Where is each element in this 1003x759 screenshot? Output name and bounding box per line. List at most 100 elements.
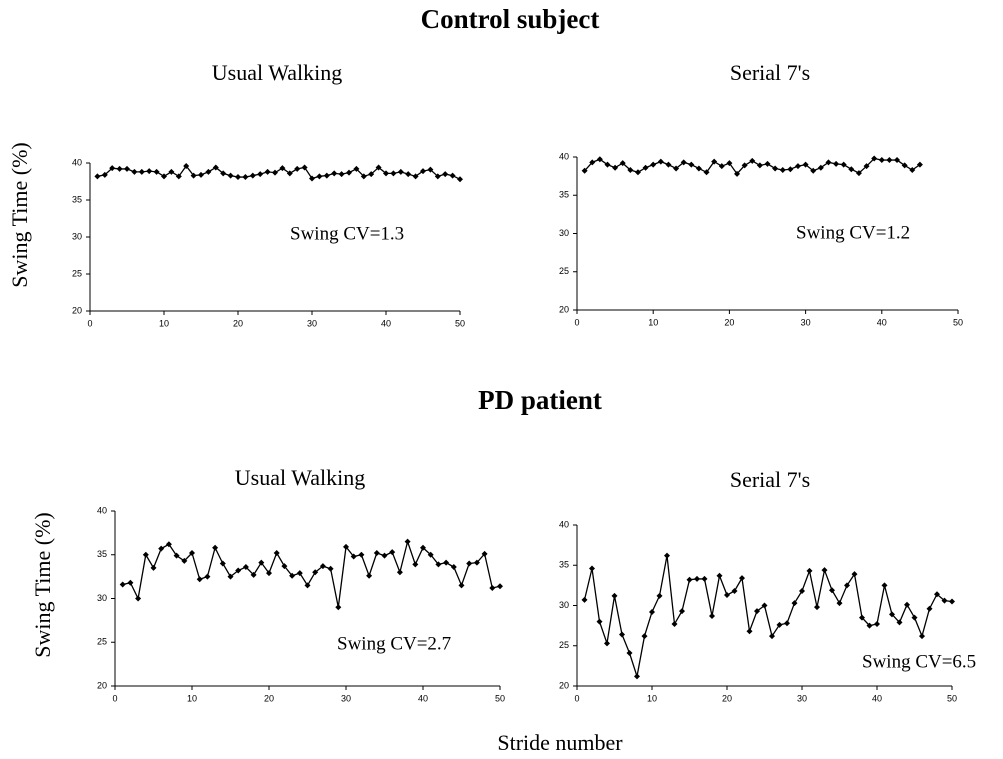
- data-point: [150, 564, 157, 571]
- data-point: [718, 163, 725, 170]
- data-point: [656, 592, 663, 599]
- x-tick-label: 50: [953, 317, 963, 327]
- data-point: [802, 161, 809, 168]
- data-point: [396, 569, 403, 576]
- y-tick-label: 20: [559, 680, 569, 690]
- data-point: [142, 551, 149, 558]
- data-point: [596, 156, 603, 163]
- data-point: [784, 620, 790, 627]
- chart-title: Usual Walking: [212, 60, 342, 85]
- data-point: [596, 618, 603, 625]
- data-point: [649, 608, 655, 615]
- data-point: [806, 567, 813, 574]
- data-point: [764, 160, 771, 167]
- data-point: [183, 162, 190, 169]
- data-point: [810, 167, 817, 174]
- data-point: [821, 567, 828, 574]
- data-point: [272, 169, 278, 176]
- data-point: [181, 557, 188, 564]
- data-point: [731, 588, 738, 595]
- data-point: [273, 550, 280, 556]
- data-point: [711, 158, 718, 165]
- data-point: [840, 161, 847, 168]
- data-point: [716, 572, 723, 579]
- data-point: [427, 166, 434, 173]
- data-point: [848, 166, 855, 173]
- y-tick-label: 35: [97, 549, 107, 559]
- data-point: [173, 552, 180, 559]
- series-line: [97, 164, 461, 180]
- data-point: [776, 621, 783, 628]
- y-tick-label: 30: [559, 228, 569, 238]
- heading: PD patient: [478, 385, 602, 415]
- data-point: [242, 174, 249, 181]
- data-point: [375, 164, 382, 171]
- data-point: [855, 170, 862, 177]
- data-point: [346, 169, 352, 176]
- x-tick-label: 20: [264, 693, 274, 703]
- data-point: [866, 622, 873, 629]
- data-point: [919, 633, 925, 640]
- data-point: [383, 170, 389, 177]
- data-point: [589, 565, 595, 572]
- data-point: [198, 171, 204, 178]
- data-point: [581, 596, 588, 603]
- data-point: [604, 161, 611, 168]
- data-point: [158, 545, 165, 552]
- annotation: Swing CV=1.2: [796, 222, 910, 243]
- data-point: [279, 165, 286, 172]
- data-point: [881, 582, 888, 589]
- data-point: [350, 553, 357, 560]
- data-point: [701, 575, 708, 582]
- data-point: [916, 161, 923, 168]
- data-point: [249, 172, 256, 179]
- data-point: [94, 173, 101, 180]
- data-point: [734, 170, 741, 177]
- data-point: [611, 592, 618, 599]
- data-point: [466, 560, 473, 567]
- data-point: [634, 169, 641, 176]
- annotation: Swing CV=1.3: [290, 223, 404, 244]
- data-point: [301, 164, 308, 171]
- data-point: [327, 565, 334, 572]
- x-tick-label: 30: [341, 693, 351, 703]
- data-point: [373, 550, 380, 556]
- data-point: [450, 564, 457, 570]
- data-point: [189, 550, 195, 556]
- data-point: [219, 560, 226, 567]
- x-tick-label: 40: [872, 693, 882, 703]
- data-point: [814, 604, 820, 611]
- data-point: [686, 576, 693, 583]
- data-point: [739, 575, 745, 582]
- data-point: [397, 168, 404, 175]
- data-point: [901, 162, 908, 169]
- data-point: [799, 588, 805, 595]
- data-point: [294, 165, 301, 172]
- data-point: [420, 544, 426, 551]
- series-line: [122, 539, 501, 608]
- data-point: [859, 614, 865, 621]
- y-tick-label: 25: [559, 266, 569, 276]
- data-point: [165, 541, 172, 548]
- data-point: [443, 559, 450, 566]
- data-point: [612, 164, 619, 171]
- data-point: [688, 161, 695, 168]
- data-point: [390, 170, 397, 177]
- data-point: [724, 592, 730, 599]
- data-point: [258, 559, 265, 566]
- data-point: [581, 167, 588, 174]
- data-point: [851, 571, 858, 578]
- x-tick-label: 10: [159, 318, 169, 328]
- x-tick-label: 50: [495, 693, 505, 703]
- data-point: [489, 585, 496, 591]
- data-point: [794, 163, 801, 170]
- data-point: [427, 551, 434, 558]
- data-point: [131, 168, 138, 175]
- data-point: [153, 168, 160, 175]
- data-point: [746, 628, 753, 635]
- data-point: [657, 158, 664, 165]
- data-point: [250, 571, 257, 578]
- y-tick-label: 40: [72, 157, 82, 167]
- data-point: [941, 597, 948, 604]
